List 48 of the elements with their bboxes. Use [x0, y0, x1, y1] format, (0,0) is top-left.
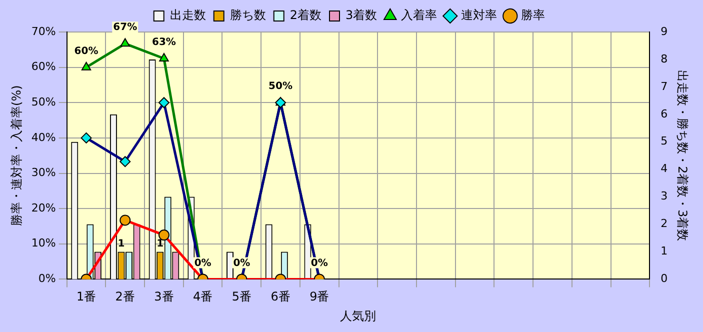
y-tick-label: 10% — [31, 236, 56, 250]
data-label: 67% — [113, 22, 138, 34]
y-tick-label: 30% — [31, 166, 56, 180]
y2-tick-label: 2 — [660, 217, 668, 230]
y-tick-label: 60% — [31, 60, 56, 74]
y-tick-label: 0% — [38, 272, 56, 286]
x-tick-label: 2番 — [115, 290, 135, 304]
y-axis-title: 勝率・連対率・入着率(%) — [9, 85, 24, 226]
legend-label: 3着数 — [346, 8, 378, 22]
y2-tick-label: 4 — [660, 162, 668, 176]
x-tick-label: 1番 — [76, 290, 96, 304]
data-label: 1 — [118, 238, 125, 250]
y2-tick-label: 8 — [660, 52, 668, 66]
y2-tick-label: 9 — [660, 24, 668, 38]
x-tick-label: 3番 — [154, 290, 174, 304]
point — [80, 132, 92, 144]
x-tick-label: 4番 — [193, 290, 213, 304]
legend-label: 勝ち数 — [230, 8, 266, 22]
y2-tick-label: 5 — [660, 134, 668, 148]
point — [120, 156, 131, 168]
data-label: 50% — [268, 81, 292, 92]
y2-tick-label: 6 — [660, 107, 668, 120]
legend-label: 入着率 — [401, 8, 438, 22]
y2-tick-label: 0 — [660, 272, 668, 286]
y-tick-label: 50% — [31, 95, 56, 108]
y-tick-label: 20% — [31, 201, 56, 214]
data-label: 60% — [74, 46, 98, 57]
point — [158, 97, 170, 108]
legend-label: 連対率 — [461, 8, 498, 22]
y2-axis-title: 出走数・勝ち数・2着数・3着数 — [676, 70, 690, 242]
y2-tick-label: 7 — [660, 80, 668, 93]
y-tick-label: 40% — [31, 130, 56, 144]
x-tick-label: 5番 — [232, 290, 252, 304]
point — [275, 97, 286, 108]
x-axis-title: 人気別 — [340, 308, 376, 323]
data-label: 1 — [156, 238, 164, 250]
data-label: 63% — [152, 37, 176, 48]
legend-label: 2着数 — [290, 8, 322, 22]
y2-tick-label: 3 — [660, 190, 668, 203]
legend-label: 勝率 — [521, 8, 546, 22]
y-tick-label: 70% — [31, 24, 56, 38]
legend-label: 出走数 — [170, 8, 206, 22]
x-tick-label: 6番 — [270, 290, 290, 304]
data-label: 0% — [233, 258, 250, 269]
data-label: 0% — [194, 258, 212, 269]
data-label: 0% — [310, 258, 328, 269]
x-tick-label: 9番 — [310, 290, 330, 304]
y2-tick-label: 1 — [660, 244, 668, 258]
